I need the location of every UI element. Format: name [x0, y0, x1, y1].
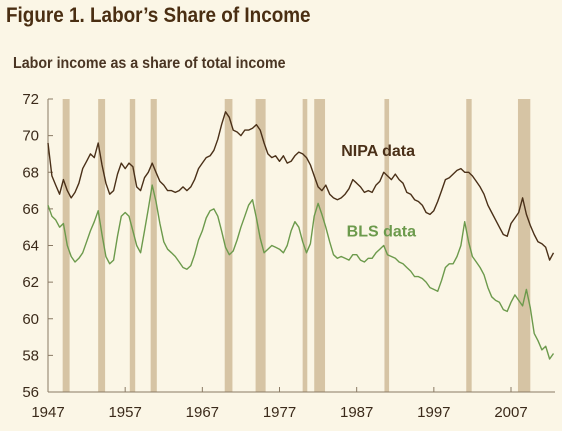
series-lines: NIPA data BLS data [47, 111, 555, 360]
x-tick-label-1977: 1977 [263, 404, 296, 421]
y-tick-label-66: 66 [22, 201, 39, 218]
series-label-bls: BLS data [347, 223, 416, 240]
recession-band-0 [62, 99, 70, 392]
axes [47, 98, 555, 393]
recession-band-10 [517, 99, 531, 392]
x-tick-label-1957: 1957 [108, 404, 141, 421]
x-tick-label-1947: 1947 [31, 404, 64, 421]
recession-band-4 [224, 99, 233, 392]
series-line-nipa [47, 111, 555, 261]
series-line-bls [47, 184, 555, 360]
y-tick-label-68: 68 [22, 164, 39, 181]
recession-band-2 [129, 99, 136, 392]
y-tick-label-56: 56 [22, 384, 39, 401]
y-tick-label-70: 70 [22, 128, 39, 145]
series-label-nipa: NIPA data [341, 143, 415, 160]
y-tick-label-62: 62 [22, 274, 39, 291]
recession-band-6 [302, 99, 308, 392]
figure-title: Figure 1. Labor’s Share of Income [6, 4, 311, 27]
x-tick-label-1987: 1987 [340, 404, 373, 421]
recession-band-1 [98, 99, 106, 392]
y-tick-label-64: 64 [22, 238, 39, 255]
x-tick-label-1967: 1967 [186, 404, 219, 421]
recession-band-7 [314, 99, 326, 392]
y-axis-title: Labor income as a share of total income [13, 55, 286, 72]
recession-band-3 [150, 99, 157, 392]
x-tick-label-2007: 2007 [494, 404, 527, 421]
x-tick-label-1997: 1997 [417, 404, 450, 421]
y-tick-label-72: 72 [22, 91, 39, 108]
y-tick-label-58: 58 [22, 347, 39, 364]
recession-band-8 [384, 99, 390, 392]
y-tick-label-60: 60 [22, 311, 39, 328]
tick-labels: 56 58 60 62 64 66 68 70 72 1947 1957 1967 1977 1987 19… [22, 91, 527, 421]
recession-band-5 [255, 99, 266, 392]
